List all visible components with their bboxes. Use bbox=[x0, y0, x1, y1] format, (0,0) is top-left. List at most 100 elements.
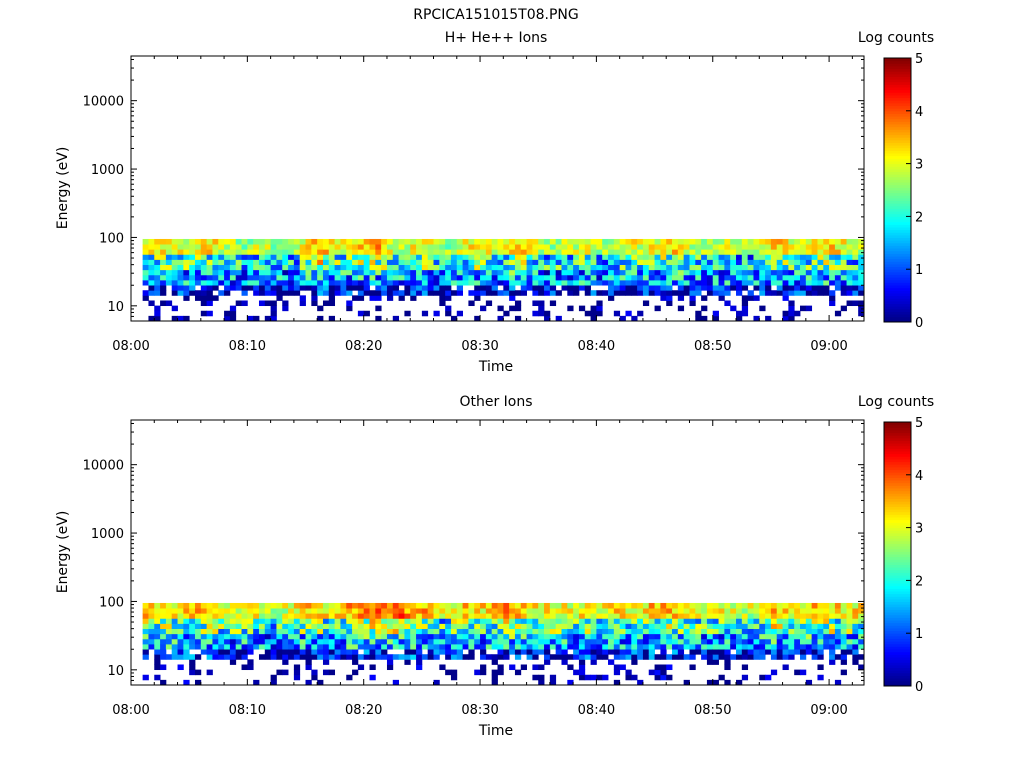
spectrogram-cell bbox=[363, 643, 370, 650]
spectrogram-cell bbox=[852, 649, 859, 655]
spectrogram-cell bbox=[392, 628, 400, 635]
spectrogram-cell bbox=[369, 274, 376, 281]
spectrogram-cell bbox=[160, 638, 167, 645]
spectrogram-cell bbox=[817, 279, 824, 286]
spectrogram-cell bbox=[520, 249, 527, 255]
spectrogram-cell bbox=[654, 238, 661, 245]
spectrogram-cell bbox=[194, 613, 202, 619]
spectrogram-cell bbox=[235, 602, 242, 609]
spectrogram-cell bbox=[445, 295, 452, 301]
spectrogram-cell bbox=[206, 295, 213, 301]
spectrogram-cell bbox=[718, 259, 725, 265]
spectrogram-cell bbox=[741, 654, 749, 660]
spectrogram-cell bbox=[532, 238, 539, 245]
spectrogram-cell bbox=[305, 238, 312, 245]
spectrogram-cell bbox=[736, 628, 743, 635]
spectrogram-cell bbox=[858, 264, 865, 271]
spectrogram-cell bbox=[189, 269, 196, 276]
spectrogram-cell bbox=[363, 618, 370, 624]
spectrogram-cell bbox=[264, 654, 272, 660]
spectrogram-cell bbox=[706, 679, 714, 686]
spectrogram-cell bbox=[497, 623, 504, 629]
spectrogram-cell bbox=[206, 254, 213, 260]
spectrogram-cell bbox=[206, 654, 213, 660]
spectrogram-cell bbox=[840, 249, 847, 255]
spectrogram-cell bbox=[532, 249, 539, 255]
spectrogram-cell bbox=[724, 623, 731, 629]
spectrogram-cell bbox=[439, 664, 446, 671]
spectrogram-cell bbox=[852, 259, 859, 265]
spectrogram-cell bbox=[794, 269, 801, 276]
spectrogram-cell bbox=[189, 244, 196, 250]
spectrogram-cell bbox=[212, 643, 219, 650]
spectrogram-cell bbox=[218, 618, 225, 624]
spectrogram-cell bbox=[800, 279, 807, 286]
spectrogram-cell bbox=[613, 608, 621, 614]
colorbar-segment bbox=[884, 670, 911, 674]
spectrogram-cell bbox=[532, 649, 539, 655]
colorbar-segment bbox=[884, 561, 911, 566]
spectrogram-cell bbox=[276, 249, 283, 255]
spectrogram-cell bbox=[264, 623, 272, 629]
spectrogram-cell bbox=[264, 279, 272, 286]
spectrogram-cell bbox=[753, 264, 760, 271]
spectrogram-cell bbox=[154, 643, 161, 650]
spectrogram-cell bbox=[776, 274, 783, 281]
spectrogram-cell bbox=[590, 264, 597, 271]
spectrogram-cell bbox=[165, 608, 173, 614]
spectrogram-cell bbox=[352, 249, 359, 255]
spectrogram-cell bbox=[596, 628, 603, 635]
spectrogram-cell bbox=[433, 649, 440, 655]
spectrogram-cell bbox=[578, 674, 586, 681]
spectrogram-cell bbox=[648, 249, 655, 255]
spectrogram-cell bbox=[235, 654, 242, 660]
spectrogram-cell bbox=[468, 249, 475, 255]
spectrogram-cell bbox=[293, 623, 301, 629]
spectrogram-cell bbox=[189, 254, 196, 260]
spectrogram-cell bbox=[712, 259, 719, 265]
spectrogram-cell bbox=[549, 633, 557, 640]
spectrogram-cell bbox=[613, 664, 621, 671]
spectrogram-cell bbox=[305, 259, 312, 265]
spectrogram-cell bbox=[619, 638, 626, 645]
spectrogram-cell bbox=[305, 638, 312, 645]
spectrogram-cell bbox=[730, 269, 737, 276]
spectrogram-cell bbox=[520, 664, 527, 671]
spectrogram-cell bbox=[177, 279, 184, 286]
spectrogram-cell bbox=[770, 264, 778, 271]
spectrogram-cell bbox=[421, 608, 429, 614]
spectrogram-cell bbox=[788, 279, 795, 286]
spectrogram-cell bbox=[439, 290, 446, 296]
colorbar-segment bbox=[884, 535, 911, 539]
spectrogram-cell bbox=[660, 674, 667, 681]
spectrogram-cell bbox=[340, 643, 347, 650]
spectrogram-cell bbox=[823, 269, 830, 276]
spectrogram-cell bbox=[200, 249, 208, 255]
spectrogram-cell bbox=[485, 638, 493, 645]
spectrogram-cell bbox=[317, 269, 324, 276]
spectrogram-cell bbox=[619, 664, 626, 671]
spectrogram-cell bbox=[736, 643, 743, 650]
spectrogram-cell bbox=[410, 249, 417, 255]
colorbar-segment bbox=[884, 306, 911, 310]
spectrogram-cell bbox=[846, 618, 853, 624]
spectrogram-cell bbox=[811, 638, 818, 645]
spectrogram-cell bbox=[212, 249, 219, 255]
spectrogram-cell bbox=[526, 628, 533, 635]
spectrogram-cell bbox=[317, 608, 324, 614]
colorbar-segment bbox=[884, 612, 911, 616]
spectrogram-cell bbox=[497, 618, 504, 624]
spectrogram-cell bbox=[514, 602, 522, 609]
spectrogram-cell bbox=[305, 643, 312, 650]
spectrogram-cell bbox=[834, 264, 842, 271]
spectrogram-cell bbox=[765, 315, 772, 322]
spectrogram-cell bbox=[224, 654, 231, 660]
spectrogram-cell bbox=[194, 628, 202, 635]
spectrogram-cell bbox=[253, 285, 260, 291]
spectrogram-cell bbox=[503, 274, 510, 281]
spectrogram-cell bbox=[317, 633, 324, 640]
spectrogram-cell bbox=[526, 618, 533, 624]
spectrogram-cell bbox=[386, 244, 394, 250]
spectrogram-cell bbox=[834, 613, 842, 619]
spectrogram-cell bbox=[410, 654, 417, 660]
